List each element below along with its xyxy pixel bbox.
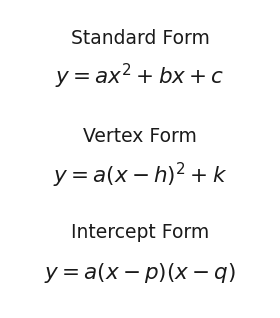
Text: Vertex Form: Vertex Form <box>83 127 197 146</box>
Text: $y = a(x - h)^2 + k$: $y = a(x - h)^2 + k$ <box>53 160 227 190</box>
Text: $y = ax^2 + bx + c$: $y = ax^2 + bx + c$ <box>55 62 225 91</box>
Text: $y = a(x - p)(x - q)$: $y = a(x - p)(x - q)$ <box>44 261 236 286</box>
Text: Standard Form: Standard Form <box>71 29 209 48</box>
Text: Intercept Form: Intercept Form <box>71 223 209 242</box>
